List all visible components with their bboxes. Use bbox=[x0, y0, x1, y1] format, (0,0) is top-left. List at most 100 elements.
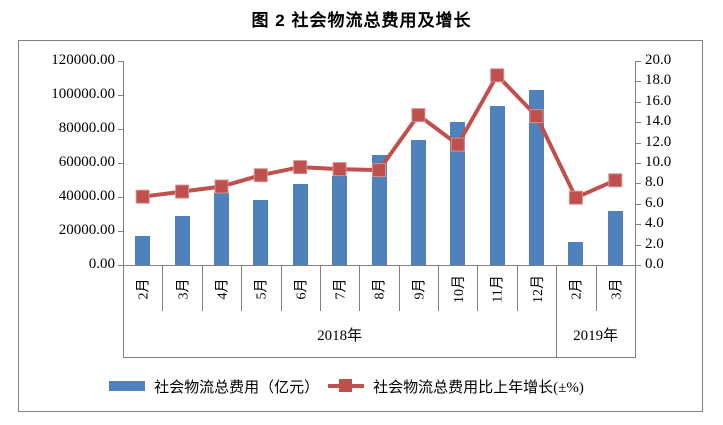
right-axis-tick-label: 8.0 bbox=[645, 174, 664, 191]
year-label: 2019年 bbox=[573, 327, 619, 344]
left-axis-tick bbox=[118, 265, 123, 266]
month-label: 6月 bbox=[294, 278, 310, 299]
month-separator bbox=[438, 265, 440, 311]
left-axis-line bbox=[123, 61, 124, 265]
left-axis-tick bbox=[118, 231, 123, 232]
line-marker bbox=[529, 109, 544, 124]
month-label-cell: 9月 bbox=[399, 266, 438, 311]
month-separator bbox=[162, 265, 164, 311]
line-marker bbox=[608, 173, 623, 188]
line-marker bbox=[450, 137, 465, 152]
month-label-cell: 6月 bbox=[281, 266, 320, 311]
right-axis-tick-label: 16.0 bbox=[645, 92, 672, 109]
line-marker bbox=[293, 160, 308, 175]
right-axis-tick bbox=[636, 163, 641, 164]
month-separator bbox=[398, 265, 400, 311]
growth-line bbox=[142, 71, 617, 201]
month-label: 3月 bbox=[609, 278, 625, 299]
legend-line-label: 社会物流总费用比上年增长(±%) bbox=[373, 379, 584, 396]
month-label-cell: 2月 bbox=[123, 266, 162, 311]
left-axis-tick bbox=[118, 197, 123, 198]
month-separator bbox=[359, 265, 361, 311]
bar bbox=[253, 200, 269, 265]
month-separator bbox=[280, 265, 282, 311]
right-axis-tick bbox=[636, 101, 641, 103]
month-label: 8月 bbox=[372, 278, 388, 299]
bar bbox=[174, 215, 190, 265]
left-axis-tick bbox=[118, 61, 123, 62]
month-label: 7月 bbox=[333, 278, 349, 299]
month-label: 11月 bbox=[491, 274, 507, 303]
month-separator bbox=[516, 265, 518, 311]
right-axis-tick bbox=[636, 183, 641, 185]
left-axis-tick-label: 20000.00 bbox=[58, 222, 115, 238]
bar bbox=[568, 241, 584, 265]
right-axis-tick-label: 20.0 bbox=[645, 52, 672, 68]
right-axis-tick bbox=[636, 224, 641, 226]
bar bbox=[135, 236, 151, 265]
left-axis-tick bbox=[118, 129, 123, 130]
right-axis-tick bbox=[636, 244, 641, 246]
month-separator bbox=[477, 265, 479, 311]
bar bbox=[529, 89, 545, 265]
month-label: 9月 bbox=[412, 278, 428, 299]
chart-frame: 0.00 20000.00 40000.00 60000.00 80000.00 1000… bbox=[18, 40, 703, 412]
month-label-cell: 3月 bbox=[162, 266, 201, 311]
right-axis-tick-label: 12.0 bbox=[645, 133, 672, 150]
left-axis-tick bbox=[118, 95, 123, 96]
right-axis-tick-label: 14.0 bbox=[645, 113, 672, 130]
month-label: 2月 bbox=[136, 278, 152, 299]
right-axis-tick bbox=[636, 122, 641, 124]
right-axis-tick-label: 2.0 bbox=[645, 235, 664, 252]
line-marker bbox=[372, 163, 386, 178]
bar bbox=[489, 106, 505, 265]
left-axis-tick-label: 40000.00 bbox=[58, 188, 115, 204]
left-axis-tick-label: 80000.00 bbox=[58, 120, 115, 136]
left-axis-tick-label: 100000.00 bbox=[51, 86, 115, 102]
month-label: 2月 bbox=[569, 278, 585, 299]
right-axis-tick bbox=[636, 142, 641, 144]
line-marker bbox=[568, 190, 583, 205]
month-label-cell: 4月 bbox=[202, 266, 241, 311]
right-axis-tick bbox=[636, 265, 641, 266]
growth-line-layer bbox=[135, 68, 623, 205]
month-label-cell: 3月 bbox=[596, 266, 635, 311]
right-axis-tick-label: 10.0 bbox=[645, 154, 672, 170]
left-axis-tick-label: 120000.00 bbox=[51, 52, 115, 68]
month-label-cell: 10月 bbox=[438, 266, 477, 311]
bar bbox=[410, 140, 426, 265]
month-label: 4月 bbox=[215, 278, 231, 299]
month-separator bbox=[595, 265, 597, 311]
right-axis-tick-label: 18.0 bbox=[645, 72, 672, 89]
bar bbox=[450, 122, 466, 265]
left-axis-tick-label: 60000.00 bbox=[58, 154, 115, 170]
month-label-cell: 7月 bbox=[320, 266, 359, 311]
line-marker bbox=[253, 168, 268, 183]
month-separator bbox=[241, 265, 243, 311]
month-label: 12月 bbox=[530, 274, 546, 303]
year-separator bbox=[556, 265, 558, 357]
year-separator bbox=[635, 265, 636, 357]
legend: 社会物流总费用（亿元） 社会物流总费用比上年增长(±%) bbox=[5, 373, 688, 399]
month-label: 5月 bbox=[254, 278, 270, 299]
left-axis-tick bbox=[118, 163, 123, 164]
line-marker bbox=[490, 68, 505, 83]
month-separator bbox=[319, 265, 321, 311]
month-separator bbox=[201, 265, 203, 311]
bar bbox=[607, 210, 623, 265]
right-axis-tick-label: 4.0 bbox=[645, 215, 664, 232]
legend-bar-swatch-icon bbox=[109, 381, 146, 391]
right-axis-tick-label: 6.0 bbox=[645, 194, 664, 211]
chart-title: 图 2 社会物流总费用及增长 bbox=[251, 11, 472, 30]
line-marker bbox=[214, 179, 229, 194]
month-label-cell: 2月 bbox=[556, 266, 595, 311]
month-label-cell: 11月 bbox=[477, 266, 516, 311]
month-label-cell: 5月 bbox=[241, 266, 280, 311]
bar bbox=[213, 192, 229, 265]
bar bbox=[292, 184, 308, 265]
year-band-left-border bbox=[123, 265, 124, 357]
right-axis-tick-label: 0.0 bbox=[645, 256, 664, 272]
right-axis-tick bbox=[636, 203, 641, 205]
month-label: 10月 bbox=[451, 274, 467, 303]
